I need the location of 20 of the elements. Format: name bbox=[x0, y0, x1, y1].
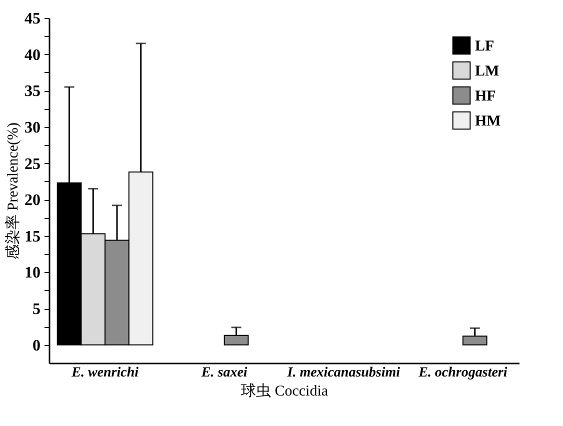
y-tick-label: 10 bbox=[24, 264, 40, 282]
x-axis-title: 球虫 Coccidia bbox=[240, 382, 328, 400]
y-tick-label: 15 bbox=[24, 228, 40, 246]
y-tick-label: 5 bbox=[32, 301, 40, 318]
y-tick-label: 40 bbox=[24, 46, 40, 64]
legend-label: LM bbox=[475, 64, 500, 80]
y-tick-label: 30 bbox=[24, 119, 40, 136]
y-tick-label: 45 bbox=[24, 10, 40, 28]
legend-label: HF bbox=[475, 88, 496, 104]
x-tick-label: E. ochrogasteri bbox=[418, 366, 508, 380]
y-tick-label: 20 bbox=[24, 192, 40, 210]
y-tick-label: 35 bbox=[24, 83, 40, 100]
x-tick-label: I. mexicanasubsimi bbox=[286, 366, 400, 380]
y-tick-label: 0 bbox=[32, 337, 40, 354]
legend-label: HM bbox=[475, 114, 501, 130]
y-axis-title: 感染率 Prevalence(%) bbox=[4, 122, 22, 260]
y-tick-label: 25 bbox=[24, 156, 40, 173]
x-tick-label: E. saxei bbox=[200, 366, 248, 380]
legend-label: LF bbox=[475, 38, 494, 54]
x-tick-label: E. wenrichi bbox=[70, 366, 139, 380]
